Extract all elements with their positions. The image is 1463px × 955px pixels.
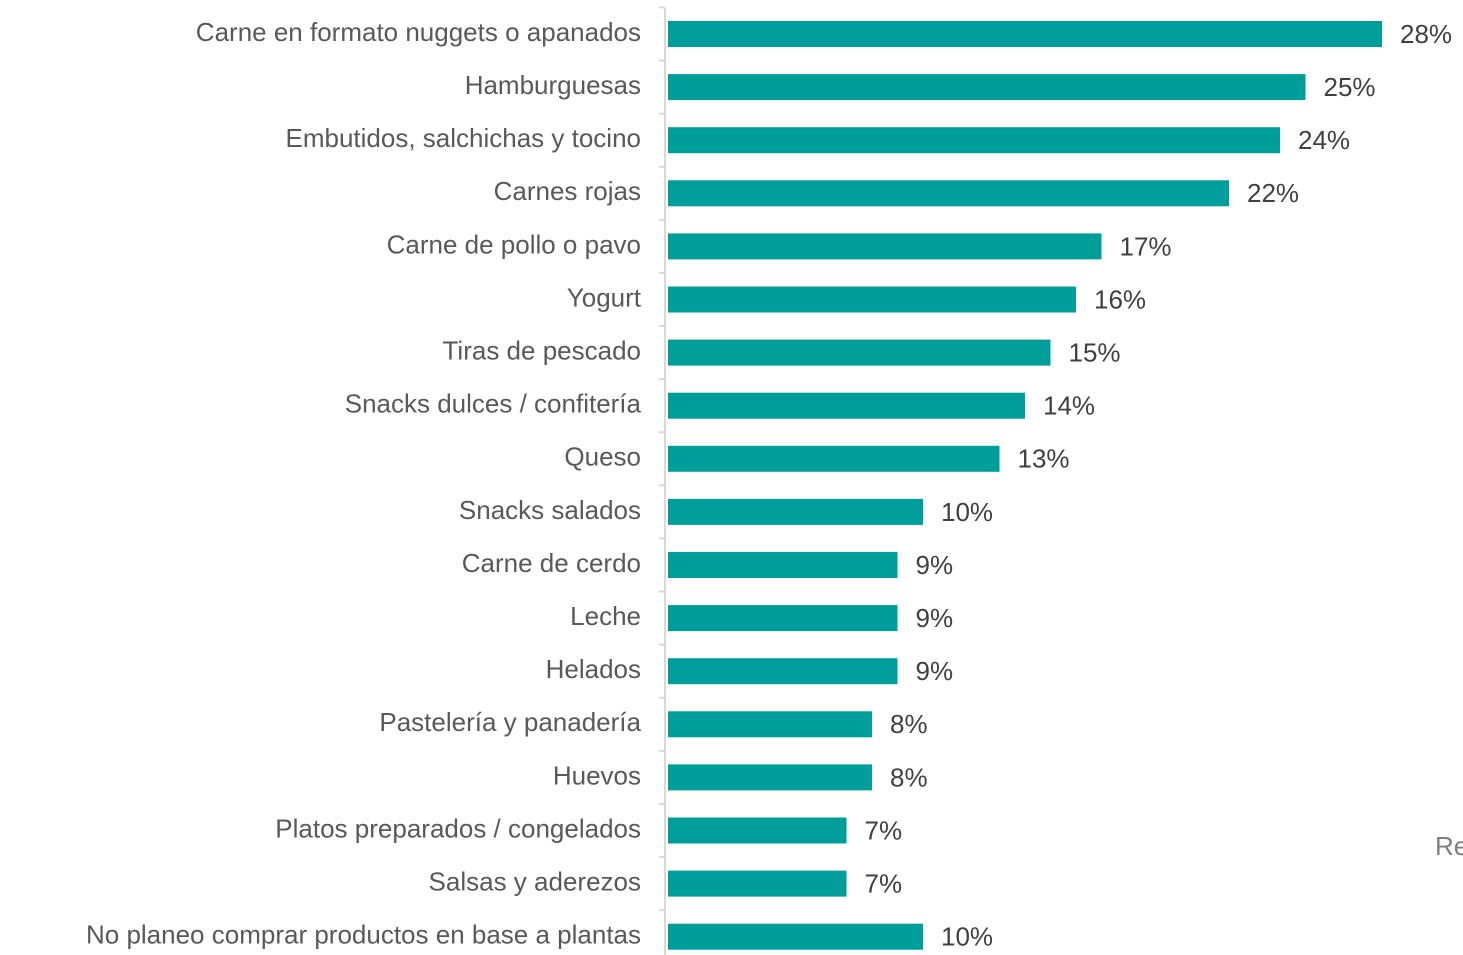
value-label: 9% — [916, 603, 954, 633]
category-label: Helados — [546, 654, 641, 684]
category-label: Carne de cerdo — [462, 548, 641, 578]
bar — [668, 445, 1000, 472]
bar — [668, 286, 1076, 313]
value-label: 15% — [1069, 337, 1121, 367]
category-label: Pastelería y panadería — [379, 707, 641, 737]
value-label: 17% — [1120, 231, 1172, 261]
category-label: Hamburguesas — [465, 70, 641, 100]
bar — [668, 711, 872, 738]
value-label: 9% — [916, 656, 954, 686]
category-label: Carne de pollo o pavo — [387, 229, 641, 259]
bar — [668, 764, 872, 791]
bar — [668, 923, 923, 950]
bar — [668, 74, 1306, 101]
bar — [668, 180, 1229, 207]
bar — [668, 552, 898, 578]
category-label: Leche — [570, 601, 641, 631]
value-label: 16% — [1094, 284, 1146, 314]
value-label: 25% — [1324, 72, 1376, 102]
category-label: Carne en formato nuggets o apanados — [196, 17, 641, 47]
annotation: Re — [1435, 831, 1463, 861]
bar — [668, 605, 898, 632]
category-label: Platos preparados / congelados — [275, 813, 641, 843]
bar — [668, 658, 898, 685]
bar — [668, 817, 847, 844]
category-label: Carnes rojas — [494, 176, 641, 206]
value-label: 9% — [916, 550, 954, 580]
value-label: 7% — [865, 815, 903, 845]
category-label: Queso — [564, 442, 641, 472]
value-label: 7% — [865, 868, 903, 898]
value-label: 10% — [941, 497, 993, 527]
bar — [668, 870, 847, 897]
bar — [668, 498, 923, 525]
bar — [668, 339, 1051, 366]
value-label: 22% — [1247, 178, 1299, 208]
bar — [668, 392, 1025, 419]
category-label: Embutidos, salchichas y tocino — [285, 123, 641, 153]
category-label: Huevos — [553, 760, 641, 790]
category-label: Tiras de pescado — [443, 335, 641, 365]
bar — [668, 21, 1382, 47]
value-label: 28% — [1400, 19, 1452, 49]
value-label: 24% — [1298, 125, 1350, 155]
category-label: Snacks dulces / confitería — [345, 389, 642, 419]
category-label: Salsas y aderezos — [429, 866, 641, 896]
value-label: 8% — [890, 762, 928, 792]
value-label: 13% — [1018, 444, 1070, 474]
value-label: 14% — [1043, 391, 1095, 421]
value-label: 8% — [890, 709, 928, 739]
category-label: No planeo comprar productos en base a pl… — [86, 920, 641, 950]
category-label: Yogurt — [567, 282, 642, 312]
bar — [668, 233, 1102, 260]
value-label: 10% — [941, 922, 993, 952]
bar — [668, 127, 1280, 154]
category-label: Snacks salados — [459, 495, 641, 525]
